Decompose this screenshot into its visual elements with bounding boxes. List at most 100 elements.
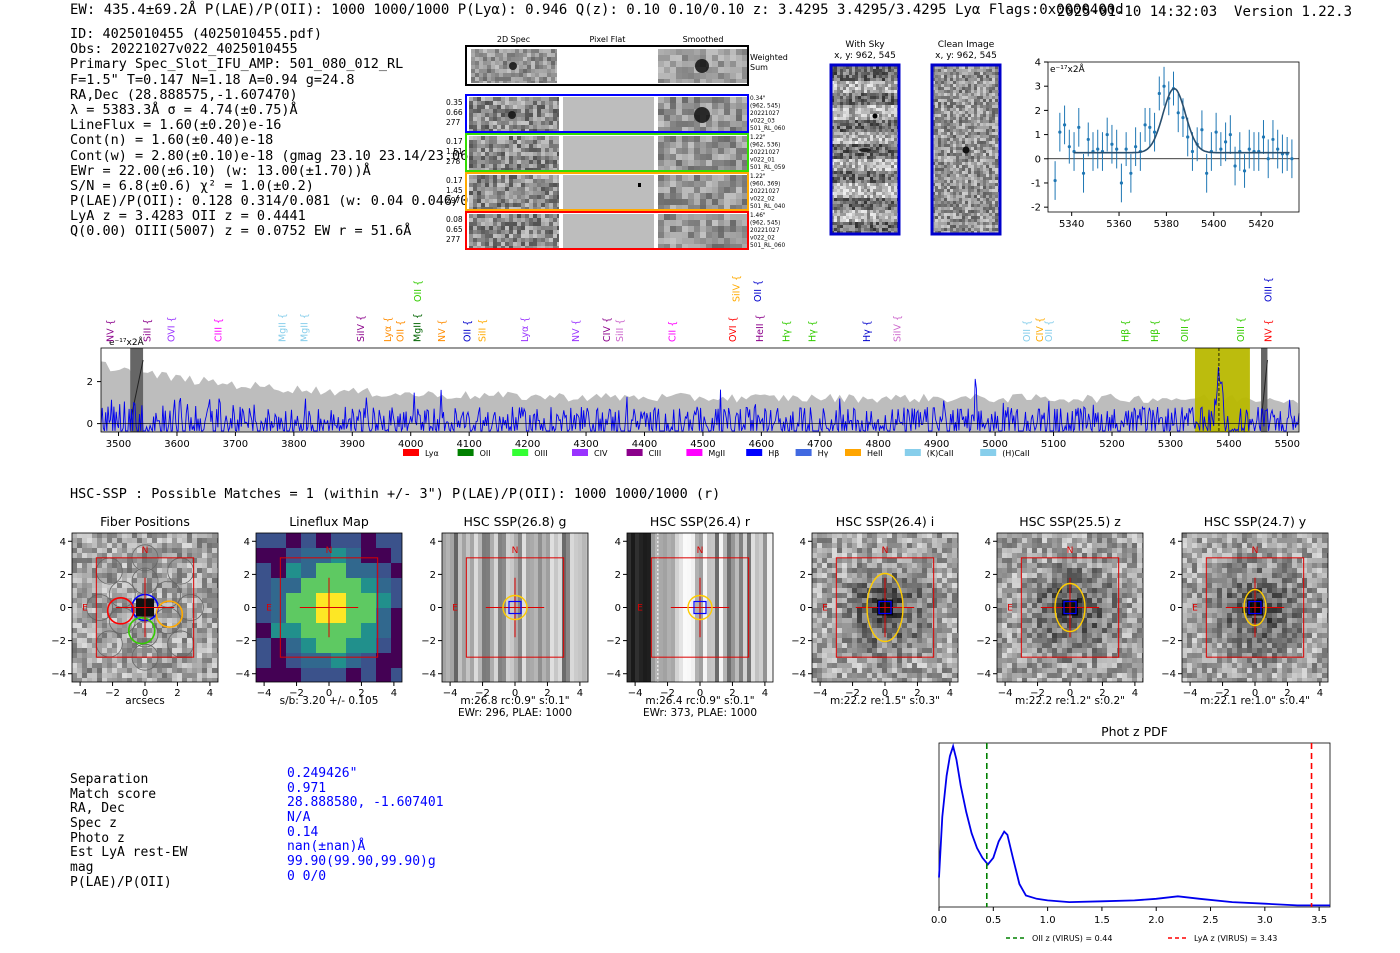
noise-pixel [664, 136, 670, 142]
noise-pixel [724, 103, 730, 109]
x-tick-label: 4600 [749, 439, 774, 450]
noise-pixel [485, 156, 489, 160]
noise-pixel [694, 136, 700, 142]
sky-pixel [968, 186, 971, 189]
sky-pixel [977, 81, 980, 84]
hsc-pixel [77, 578, 82, 583]
noise-pixel [537, 152, 541, 156]
sky-pixel [882, 117, 885, 120]
noise-pixel [489, 148, 493, 152]
noise-pixel [489, 230, 493, 234]
hsc-pixel [97, 588, 102, 593]
noise-pixel [497, 238, 501, 242]
noise-pixel [489, 168, 493, 170]
noise-pixel [676, 244, 682, 248]
noise-pixel [481, 191, 485, 195]
sky-pixel [965, 192, 968, 195]
sky-pixel [882, 216, 885, 219]
sky-pixel [944, 198, 947, 201]
sky-pixel [855, 153, 858, 156]
sky-pixel [891, 108, 894, 111]
noise-pixel [541, 226, 545, 230]
sky-pixel [858, 186, 861, 189]
noise-pixel [473, 148, 477, 152]
noise-pixel [736, 142, 742, 148]
sky-pixel [879, 162, 882, 165]
sky-pixel [941, 135, 944, 138]
data-point [1129, 153, 1133, 193]
sky-pixel [885, 186, 888, 189]
hsc-pixel [137, 553, 142, 558]
sky-pixel [879, 105, 882, 108]
noise-pixel [706, 175, 712, 181]
sky-pixel [861, 162, 864, 165]
sky-pixel [944, 141, 947, 144]
sky-pixel [944, 186, 947, 189]
sky-pixel [870, 102, 873, 105]
legend-item: (K)CaII [904, 449, 954, 458]
noise-pixel [730, 127, 736, 131]
hsc-pixel [122, 533, 127, 538]
sky-pixel [947, 90, 950, 93]
noise-pixel [694, 121, 700, 127]
noise-pixel [670, 175, 676, 181]
sky-pixel [861, 132, 864, 135]
sky-pixel [989, 192, 992, 195]
sky-pixel [968, 90, 971, 93]
emission-line-label: NV { [105, 319, 116, 342]
noise-pixel [517, 152, 521, 156]
sky-pixel [965, 102, 968, 105]
sky-pixel [840, 228, 843, 231]
noise-pixel [549, 230, 553, 234]
noise-pixel [473, 168, 477, 170]
sky-pixel [992, 114, 995, 117]
sky-pixel [849, 96, 852, 99]
sky-pixel [974, 132, 977, 135]
sky-pixel [873, 123, 876, 126]
sky-pixel [995, 162, 998, 165]
noise-pixel [712, 97, 718, 103]
sky-pixel [879, 204, 882, 207]
noise-pixel [493, 160, 497, 164]
noise-pixel [712, 142, 718, 148]
sky-pixel [861, 99, 864, 102]
noise-pixel [537, 199, 541, 203]
sky-pixel [986, 171, 989, 174]
noise-pixel [676, 199, 682, 205]
noise-pixel [712, 148, 718, 154]
sky-pixel [876, 114, 879, 117]
noise-pixel [505, 125, 509, 129]
row-frame [465, 94, 749, 133]
noise-pixel [543, 81, 547, 83]
sky-pixel [974, 210, 977, 213]
sky-pixel [852, 159, 855, 162]
noise-pixel [485, 152, 489, 156]
sky-pixel [846, 189, 849, 192]
sky-pixel [858, 228, 861, 231]
sky-pixel [938, 189, 941, 192]
sky-pixel [971, 216, 974, 219]
noise-pixel [676, 73, 682, 79]
sky-pixel [843, 81, 846, 84]
sky-pixel [867, 180, 870, 183]
sky-pixel [858, 78, 861, 81]
sky-pixel [879, 156, 882, 159]
noise-pixel [509, 246, 513, 248]
sky-pixel [992, 153, 995, 156]
sky-pixel [894, 78, 897, 81]
noise-pixel [553, 187, 557, 191]
sky-pixel [855, 174, 858, 177]
noise-pixel [473, 214, 477, 218]
info-line: Cont(n) = 1.60(±0.40)e-18 [70, 132, 274, 149]
sky-pixel [888, 102, 891, 105]
sky-pixel [873, 204, 876, 207]
sky-pixel [986, 207, 989, 210]
noise-pixel [483, 69, 487, 73]
sky-pixel [852, 168, 855, 171]
sky-pixel [888, 69, 891, 72]
sky-pixel [983, 198, 986, 201]
sky-pixel [956, 90, 959, 93]
sky-pixel [947, 216, 950, 219]
sky-pixel [837, 210, 840, 213]
noise-pixel [473, 195, 477, 199]
